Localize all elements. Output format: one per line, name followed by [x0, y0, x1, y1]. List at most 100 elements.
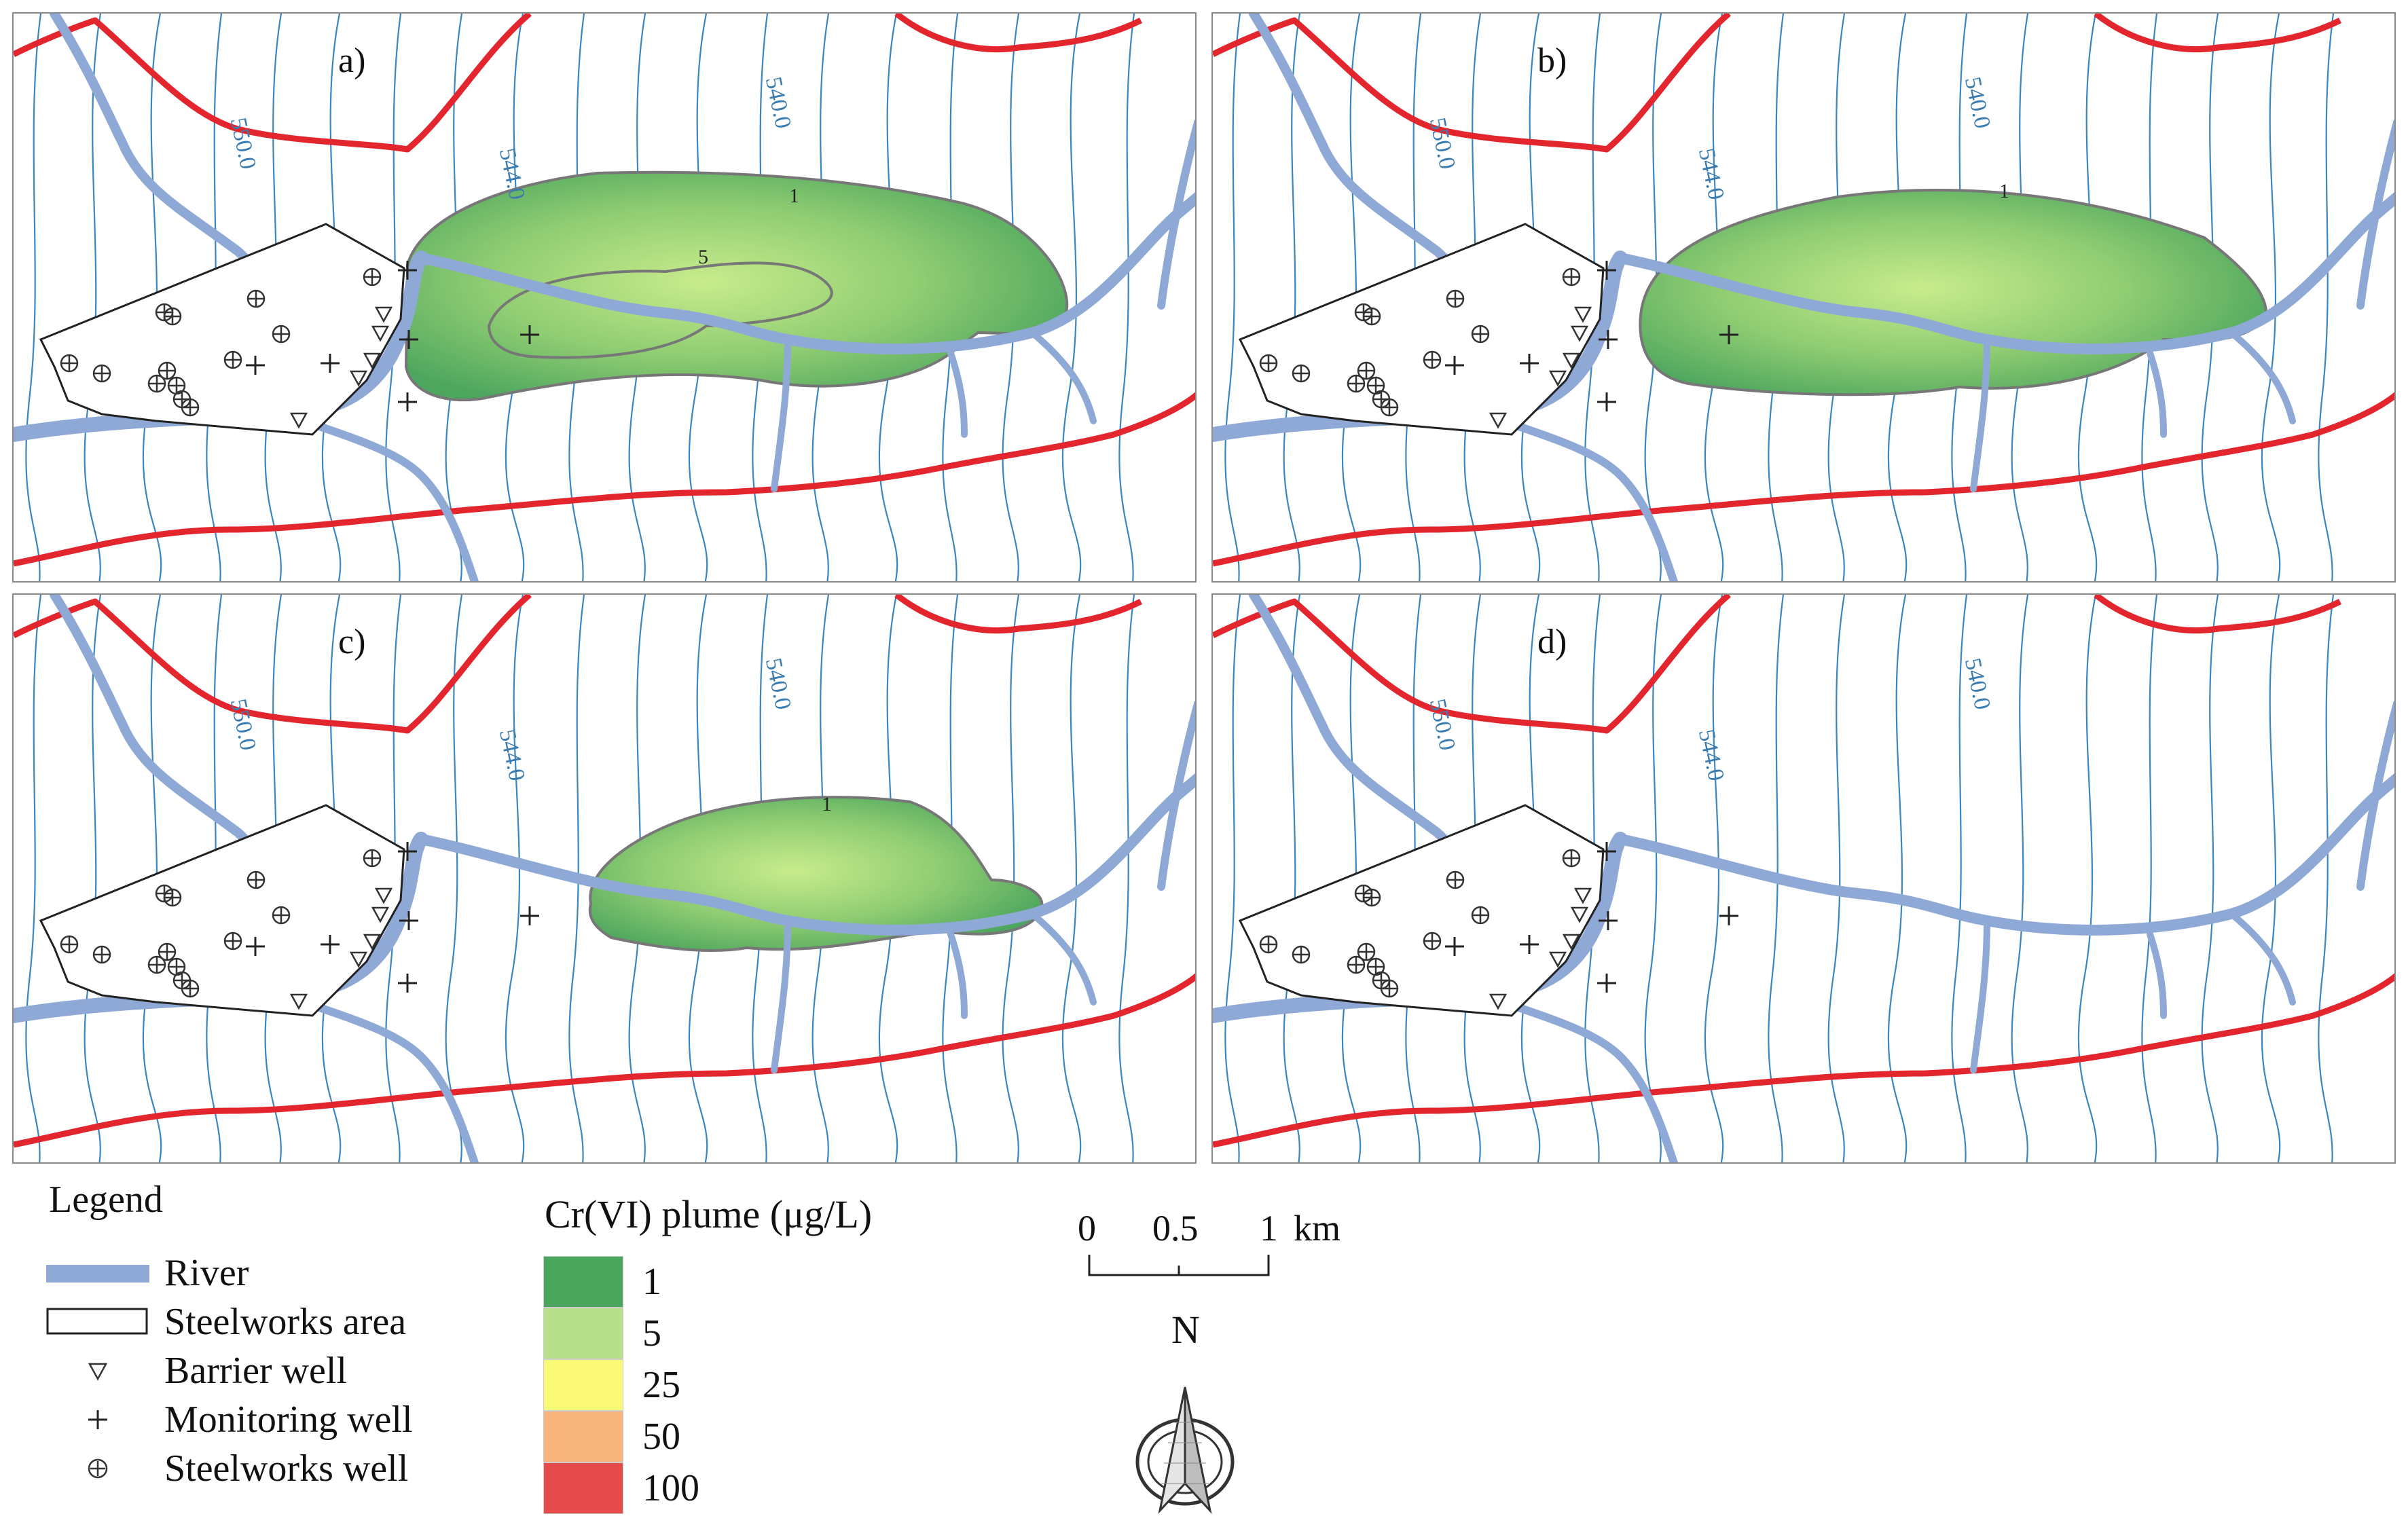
monitoring-well-marker — [321, 354, 340, 373]
plume-class-row: 5 — [543, 1308, 661, 1359]
map-panel-c: c) 550.0 544.0 540.0 1 — [12, 593, 1197, 1164]
plume-scale-title: Cr(VI) plume (μg/L) — [545, 1192, 873, 1236]
steelworks-well-marker — [1380, 979, 1399, 998]
monitoring-well-marker — [1445, 937, 1464, 956]
monitoring-well-marker — [246, 937, 265, 956]
plus-icon — [88, 1410, 107, 1429]
map-canvas — [1213, 595, 2394, 1162]
steelworks-well-marker — [1562, 849, 1581, 868]
steelworks-well-marker — [147, 374, 166, 393]
monitoring-well-marker — [1599, 330, 1618, 349]
barrier-well-marker — [371, 325, 390, 342]
triangle-down-icon — [88, 1363, 108, 1381]
steelworks-area — [39, 223, 405, 436]
plume-class-swatch — [543, 1256, 623, 1308]
legend-item-barrier-well: Barrier well — [41, 1349, 347, 1392]
legend-item-steelworks-well: Steelworks well — [41, 1447, 408, 1490]
panel-letter: d) — [1537, 623, 1567, 661]
barrier-well-marker — [1570, 325, 1589, 342]
map-canvas — [14, 595, 1195, 1162]
plume-class-row: 25 — [543, 1359, 680, 1411]
barrier-well-marker — [363, 352, 382, 369]
monitoring-well-marker — [1597, 974, 1616, 993]
steelworks-well-marker — [163, 888, 182, 907]
monitoring-well-marker — [1599, 911, 1618, 930]
plume-class-label: 50 — [642, 1416, 680, 1458]
river-line-icon — [46, 1265, 149, 1283]
legend-title: Legend — [49, 1179, 163, 1221]
barrier-well-marker — [1562, 934, 1581, 951]
monitoring-well-marker — [399, 330, 418, 349]
plume-class-swatch — [543, 1462, 623, 1514]
barrier-well-marker — [1562, 352, 1581, 369]
steelworks-well-marker — [1347, 374, 1366, 393]
plume-class-label: 25 — [642, 1364, 680, 1406]
steelworks-well-marker — [223, 931, 242, 951]
plume-contour-label: 5 — [698, 246, 708, 268]
steelworks-well-marker — [158, 942, 177, 961]
steelworks-well-marker — [1362, 888, 1381, 907]
scale-bar — [1088, 1255, 1270, 1276]
legend-item-river: River — [41, 1251, 249, 1295]
legend-item-monitoring-well: Monitoring well — [41, 1398, 413, 1441]
steelworks-well-marker — [147, 955, 166, 974]
panel-letter: b) — [1537, 41, 1567, 80]
barrier-well-marker — [1489, 412, 1508, 429]
steelworks-well-marker — [1292, 945, 1311, 964]
steelworks-well-marker — [363, 849, 382, 868]
steelworks-well-marker — [1347, 955, 1366, 974]
panel-letter: c) — [338, 623, 366, 661]
plume-5ugl-zone — [487, 261, 833, 359]
barrier-well-marker — [1489, 993, 1508, 1010]
plume-class-row: 50 — [543, 1411, 680, 1462]
monitoring-well-marker — [398, 974, 417, 993]
steelworks-well-marker — [363, 268, 382, 287]
monitoring-well-marker — [520, 906, 539, 925]
monitoring-well-marker — [1597, 261, 1616, 280]
monitoring-well-marker — [398, 392, 417, 411]
barrier-well-marker — [374, 306, 393, 323]
monitoring-well-marker — [1520, 354, 1539, 373]
circled-plus-icon — [88, 1458, 108, 1479]
steelworks-well-marker — [181, 398, 200, 417]
plume-class-swatch — [543, 1359, 623, 1411]
steelworks-well-marker — [247, 870, 266, 889]
monitoring-well-marker — [399, 911, 418, 930]
steelworks-well-marker — [92, 364, 111, 383]
monitoring-well-marker — [398, 261, 417, 280]
north-label: N — [1171, 1308, 1200, 1352]
plume-class-label: 100 — [642, 1467, 699, 1509]
monitoring-well-marker — [1597, 392, 1616, 411]
plume-contour-label: 1 — [1999, 180, 2009, 202]
steelworks-well-marker — [1423, 350, 1442, 369]
steelworks-well-marker — [158, 361, 177, 380]
map-canvas — [1213, 14, 2394, 581]
monitoring-well-marker — [1719, 906, 1738, 925]
steelworks-well-marker — [1357, 361, 1376, 380]
steelworks-well-marker — [272, 325, 291, 344]
plume-1ugl-zone — [1639, 188, 2268, 396]
monitoring-well-marker — [520, 325, 539, 344]
plume-class-swatch — [543, 1308, 623, 1359]
scale-bar-label-0: 0 — [1078, 1208, 1096, 1249]
steelworks-well-marker — [1380, 398, 1399, 417]
monitoring-well-marker — [1719, 325, 1738, 344]
scale-bar-label-1: 1 — [1260, 1208, 1278, 1249]
plume-class-label: 5 — [642, 1312, 661, 1354]
barrier-well-marker — [349, 951, 368, 968]
steelworks-well-marker — [1471, 906, 1490, 925]
monitoring-well-marker — [398, 842, 417, 861]
map-panel-d: d) 550.0 544.0 540.0 — [1211, 593, 2396, 1164]
steelworks-well-marker — [1446, 870, 1465, 889]
steelworks-area — [39, 804, 405, 1017]
barrier-well-marker — [289, 993, 308, 1010]
steelworks-well-marker — [1446, 289, 1465, 308]
plume-1ugl-zone — [404, 170, 1069, 402]
steelworks-well-marker — [60, 354, 79, 373]
barrier-well-marker — [349, 370, 368, 387]
barrier-well-marker — [371, 906, 390, 923]
steelworks-well-marker — [1259, 354, 1278, 373]
steelworks-well-marker — [272, 906, 291, 925]
barrier-well-marker — [374, 887, 393, 904]
steelworks-well-marker — [1562, 268, 1581, 287]
